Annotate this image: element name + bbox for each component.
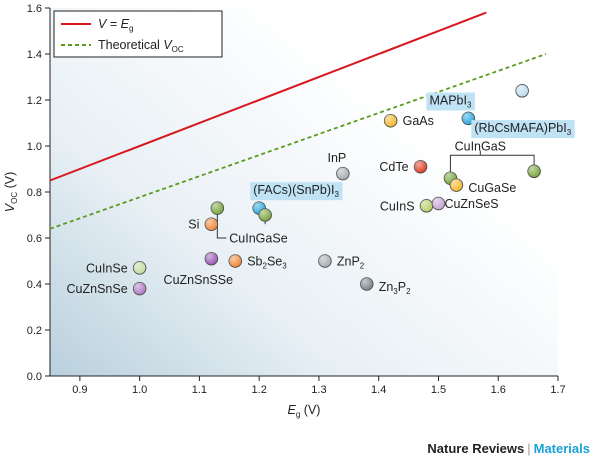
label-connector bbox=[449, 154, 535, 179]
point-label: Zn3P2 bbox=[379, 280, 411, 296]
line-v-equals-eg bbox=[49, 11, 487, 182]
point-label-group: CuInGaS bbox=[455, 140, 506, 154]
y-tick-label: 0.8 bbox=[27, 187, 42, 199]
y-tick-label: 1.0 bbox=[27, 141, 42, 153]
legend-label: Theoretical VOC bbox=[98, 38, 184, 54]
legend: V = Eg Theoretical VOC bbox=[53, 10, 223, 58]
point-label-group: Zn3P2 bbox=[379, 280, 411, 296]
point-label-group: CuInGaSe bbox=[229, 232, 287, 246]
legend-label: V = Eg bbox=[98, 17, 133, 33]
credit-separator: | bbox=[527, 441, 531, 456]
point-label: CuZnSnSSe bbox=[164, 273, 234, 287]
point-label-group: CuInSe bbox=[86, 261, 128, 275]
x-tick-label: 1.5 bbox=[431, 384, 446, 396]
legend-box bbox=[53, 10, 223, 58]
point-label-group: ZnP2 bbox=[337, 255, 365, 271]
point-label-group: CuZnSnSe bbox=[67, 282, 128, 296]
x-tick-label: 1.6 bbox=[491, 384, 506, 396]
data-point-highlight bbox=[205, 217, 218, 231]
x-axis-title: Eg (V) bbox=[288, 403, 321, 419]
point-label-group: CuZnSeS bbox=[444, 197, 498, 211]
data-point-highlight bbox=[318, 254, 332, 268]
y-tick-label: 1.2 bbox=[27, 95, 42, 107]
point-label-group: MAPbI3 bbox=[426, 92, 475, 111]
point-label-highlight bbox=[471, 120, 575, 139]
point-label-group: Sb2Se3 bbox=[247, 255, 287, 271]
point-label-group: GaAs bbox=[403, 114, 434, 128]
y-tick-label: 0.0 bbox=[27, 371, 42, 383]
data-point-highlight bbox=[228, 254, 242, 268]
point-label-group: Si bbox=[188, 218, 199, 232]
data-point-highlight bbox=[450, 178, 463, 192]
y-tick-label: 0.4 bbox=[27, 279, 42, 291]
data-point-highlight bbox=[432, 197, 445, 210]
data-point-highlight bbox=[336, 167, 350, 180]
journal-credit: Nature Reviews | Materials bbox=[427, 441, 590, 456]
point-label: CdTe bbox=[379, 160, 408, 174]
x-tick-label: 1.0 bbox=[132, 384, 147, 396]
data-point-highlight bbox=[211, 201, 224, 215]
point-label-group: InP bbox=[327, 151, 346, 165]
data-point-highlight bbox=[515, 84, 529, 98]
point-label-group: (FACs)(SnPb)I3 bbox=[250, 182, 343, 201]
point-label-highlight bbox=[250, 182, 343, 201]
point-label: CuInGaSe bbox=[229, 232, 287, 246]
point-label-group: (RbCsMAFA)PbI3 bbox=[471, 120, 575, 139]
point-label: (RbCsMAFA)PbI3 bbox=[474, 121, 571, 137]
point-label-group: CuGaSe bbox=[468, 181, 516, 195]
y-axis-title-group: VOC (V) bbox=[3, 172, 19, 212]
point-label: CuGaSe bbox=[468, 181, 516, 195]
point-label: MAPbI3 bbox=[429, 94, 472, 110]
data-point-highlight bbox=[527, 165, 541, 178]
data-point-highlight bbox=[133, 282, 146, 295]
data-point-highlight bbox=[420, 199, 433, 213]
line-theoretical-voc bbox=[49, 53, 547, 230]
y-axis-title: VOC (V) bbox=[3, 172, 19, 212]
data-point-highlight bbox=[360, 277, 374, 291]
point-label-highlight bbox=[426, 92, 475, 111]
data-point-highlight bbox=[258, 208, 272, 222]
point-label: ZnP2 bbox=[337, 255, 365, 271]
y-tick-label: 1.6 bbox=[27, 3, 42, 15]
point-label: InP bbox=[327, 151, 346, 165]
label-connector bbox=[216, 208, 227, 239]
y-tick-label: 0.2 bbox=[27, 325, 42, 337]
x-tick-label: 1.4 bbox=[371, 384, 386, 396]
x-tick-label: 1.2 bbox=[252, 384, 267, 396]
point-label: Sb2Se3 bbox=[247, 255, 287, 271]
point-label: Si bbox=[188, 218, 199, 232]
point-label: CuZnSeS bbox=[444, 197, 498, 211]
point-label-group: CdTe bbox=[379, 160, 408, 174]
credit-journal: Nature Reviews bbox=[427, 441, 525, 456]
y-tick-label: 0.6 bbox=[27, 233, 42, 245]
data-point-highlight bbox=[414, 160, 427, 173]
point-label: CuZnSnSe bbox=[67, 282, 128, 296]
credit-section: Materials bbox=[533, 441, 590, 456]
point-label-group: CuInS bbox=[380, 199, 415, 213]
x-tick-label: 1.1 bbox=[192, 384, 207, 396]
point-label: CuInSe bbox=[86, 261, 128, 275]
x-tick-label: 1.7 bbox=[550, 384, 565, 396]
x-tick-label: 0.9 bbox=[72, 384, 87, 396]
point-label: (FACs)(SnPb)I3 bbox=[253, 183, 339, 199]
point-label: CuInS bbox=[380, 199, 415, 213]
data-point-highlight bbox=[205, 252, 218, 265]
point-label-group: CuZnSnSSe bbox=[164, 273, 234, 287]
x-tick-label: 1.3 bbox=[311, 384, 326, 396]
y-tick-label: 1.4 bbox=[27, 49, 42, 61]
data-point-highlight bbox=[133, 261, 146, 275]
point-label: CuInGaS bbox=[455, 140, 506, 154]
point-label: GaAs bbox=[403, 114, 434, 128]
data-point-highlight bbox=[384, 114, 397, 127]
